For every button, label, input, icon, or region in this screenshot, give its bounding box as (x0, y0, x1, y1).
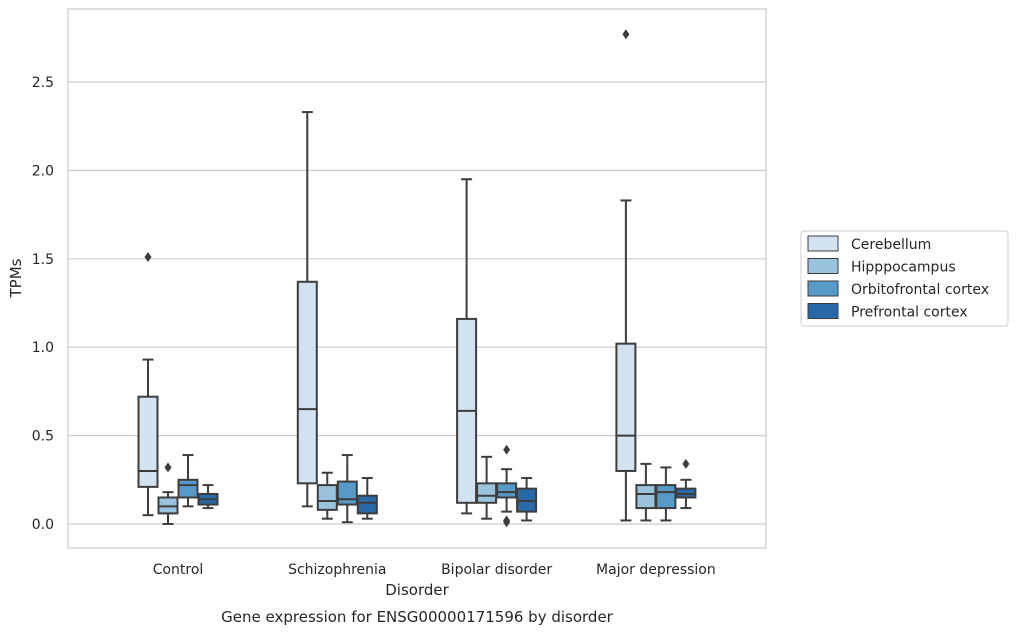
box-cerebellum (296, 111, 318, 508)
grid-lines (68, 81, 766, 525)
outlier-point (503, 517, 511, 528)
y-axis-label: TPMs (7, 258, 25, 298)
box-body (655, 484, 677, 510)
y-tick-label: 1.5 (32, 252, 54, 268)
plot-area-frame (67, 8, 767, 549)
x-axis-label: Disorder (385, 581, 449, 599)
y-tick-label: 2.5 (32, 75, 54, 91)
box-prefrontal-cortex (516, 477, 538, 522)
box-cerebellum (615, 29, 637, 522)
x-tick-label: Control (153, 562, 204, 578)
box-body (296, 280, 318, 485)
legend-label: Orbitofrontal cortex (851, 282, 989, 298)
x-tick-label: Schizophrenia (288, 562, 386, 578)
y-tick-label: 0.5 (32, 429, 54, 445)
box-body (476, 482, 498, 504)
y-tick-label: 1.0 (32, 340, 54, 356)
y-tick-labels: 0.0 0.5 1.0 1.5 2.0 2.5 (32, 75, 54, 533)
box-orbitofrontal-cortex (177, 454, 199, 508)
box-cerebellum (456, 178, 478, 515)
box-hipppocampus (157, 462, 179, 525)
outlier-point (682, 458, 690, 469)
legend: Cerebellum Hipppocampus Orbitofrontal cort… (800, 230, 1009, 327)
box-prefrontal-cortex (356, 477, 378, 520)
box-hipppocampus (316, 471, 338, 520)
x-tick-labels: Control Schizophrenia Bipolar disorder Majo… (153, 562, 716, 578)
legend-label: Hipppocampus (851, 260, 956, 276)
y-tick-label: 2.0 (32, 163, 54, 179)
legend-swatch (807, 303, 839, 319)
legend-frame (800, 230, 1009, 327)
box-hipppocampus (635, 462, 657, 522)
box-prefrontal-cortex (197, 484, 219, 510)
legend-swatch (807, 258, 839, 274)
legend-label: Prefrontal cortex (851, 305, 968, 321)
chart-caption: Gene expression for ENSG00000171596 by d… (221, 608, 614, 626)
box-hipppocampus (476, 455, 498, 520)
box-body (177, 478, 199, 499)
box-orbitofrontal-cortex (496, 444, 518, 528)
outlier-point (503, 444, 511, 455)
box-body (137, 395, 159, 488)
box-body (635, 484, 657, 510)
legend-swatch (807, 280, 839, 297)
outlier-point (622, 29, 630, 40)
x-tick-label: Major depression (596, 562, 716, 578)
legend-swatch (807, 235, 839, 252)
box-body (316, 484, 338, 511)
box-series-layer (137, 29, 697, 528)
box-body (356, 494, 378, 515)
box-prefrontal-cortex (675, 458, 697, 510)
box-orbitofrontal-cortex (336, 454, 358, 524)
box-orbitofrontal-cortex (655, 466, 677, 522)
box-body (615, 342, 637, 472)
y-tick-label: 0.0 (32, 517, 54, 533)
box-body (496, 482, 518, 499)
outlier-point (164, 462, 172, 473)
box-body (336, 480, 358, 506)
outlier-point (144, 252, 152, 263)
box-cerebellum (137, 252, 159, 517)
legend-label: Cerebellum (851, 237, 931, 253)
x-tick-label: Bipolar disorder (441, 562, 552, 578)
